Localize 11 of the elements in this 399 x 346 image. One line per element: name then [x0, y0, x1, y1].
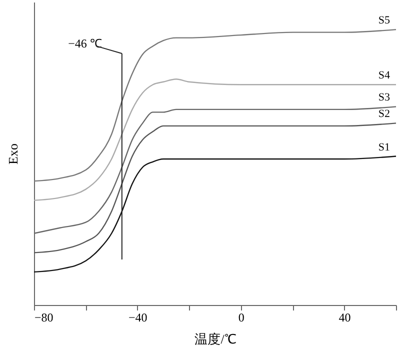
x-tick-label: 40: [338, 310, 351, 324]
series-label: S2: [378, 108, 390, 120]
x-tick-label: 0: [238, 310, 244, 324]
x-axis-title: 温度/℃: [194, 332, 236, 346]
series-label: S4: [378, 70, 390, 82]
y-axis-title: Exo: [6, 144, 20, 164]
x-tick-label: −80: [34, 310, 54, 324]
x-tick-label: −40: [128, 310, 148, 324]
series-label: S1: [378, 141, 390, 154]
series-label: S3: [378, 92, 390, 104]
series-label: S5: [378, 14, 390, 27]
